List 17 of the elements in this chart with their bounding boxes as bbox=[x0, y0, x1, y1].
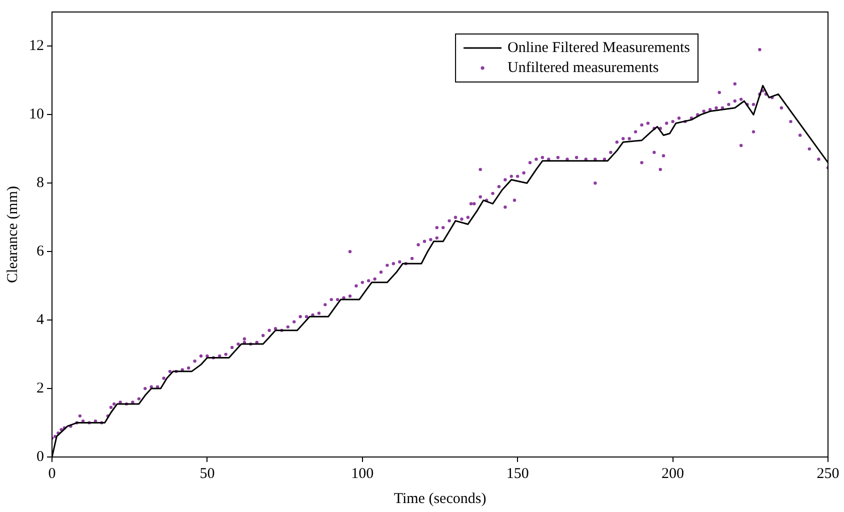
y-tick-label: 2 bbox=[36, 380, 44, 396]
x-axis-title: Time (seconds) bbox=[394, 490, 486, 507]
y-tick-label: 8 bbox=[36, 175, 44, 192]
x-tick-label: 200 bbox=[662, 466, 684, 482]
x-tick-label: 0 bbox=[48, 466, 56, 482]
x-tick-label: 250 bbox=[816, 466, 840, 482]
y-tick-label: 4 bbox=[36, 312, 44, 328]
y-tick-label: 0 bbox=[36, 448, 44, 465]
y-tick-label: 10 bbox=[29, 106, 44, 123]
y-axis-title: Clearance (mm) bbox=[4, 186, 21, 284]
y-tick-label: 6 bbox=[36, 244, 44, 260]
x-tick-label: 100 bbox=[351, 466, 374, 482]
legend-label: Unfiltered measurements bbox=[508, 60, 659, 76]
x-tick-label: 50 bbox=[200, 466, 215, 482]
legend-label: Online Filtered Measurements bbox=[508, 40, 690, 56]
y-tick-label: 12 bbox=[29, 38, 44, 54]
x-tick-label: 150 bbox=[506, 466, 529, 482]
